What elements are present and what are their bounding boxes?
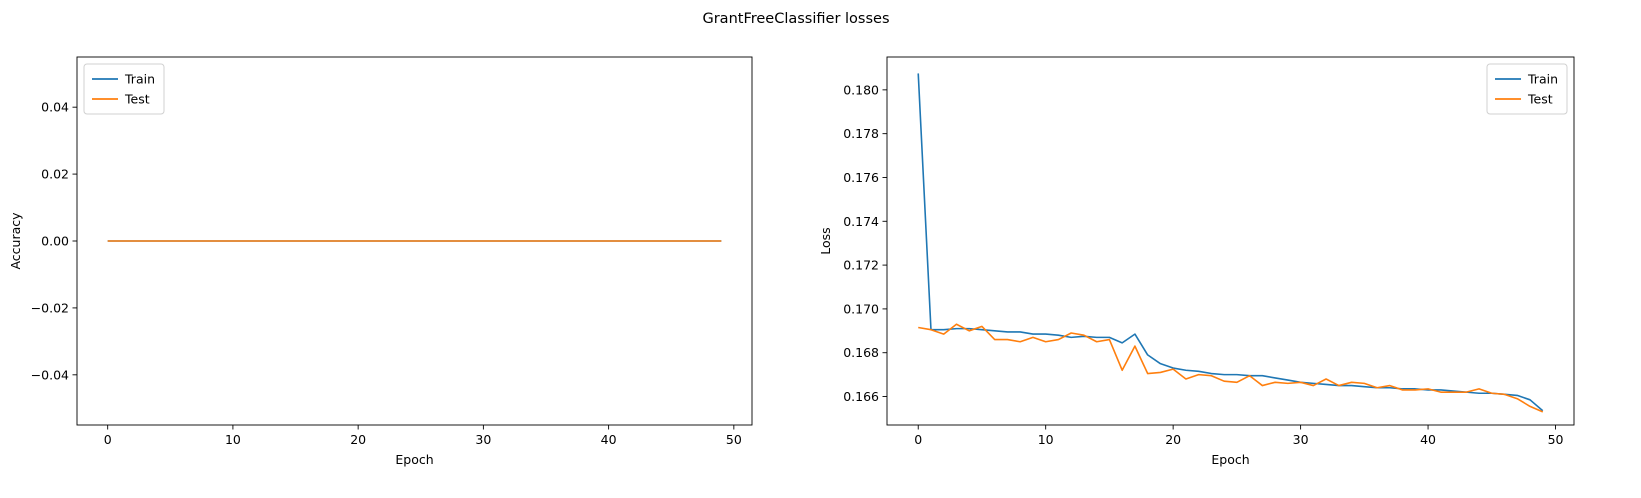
loss-x-tick-label: 0 [914, 432, 922, 447]
accuracy-legend-label-test: Test [124, 92, 150, 107]
loss-y-tick-label: 0.168 [843, 345, 879, 360]
loss-series-test-line [918, 323, 1544, 413]
loss-series-train-line [917, 73, 1544, 412]
accuracy-legend-box [83, 63, 165, 115]
accuracy-y-tick-label: −0.02 [31, 300, 69, 315]
loss-y-axis-label: Loss [818, 227, 833, 254]
accuracy-x-axis-label: Epoch [395, 452, 433, 467]
accuracy-x-tick-label: 30 [475, 432, 491, 447]
accuracy-legend: Train Test [83, 63, 165, 115]
accuracy-x-tick-label: 50 [726, 432, 742, 447]
accuracy-x-tick-label: 0 [104, 432, 112, 447]
loss-x-axis-label: Epoch [1211, 452, 1249, 467]
loss-y-tick-label: 0.180 [843, 82, 879, 97]
loss-axes-frame [886, 56, 1575, 426]
accuracy-subplot: 0 10 20 30 40 50 −0.04 −0.02 0.00 0.02 0.04 Epoch Ac… [8, 56, 753, 467]
loss-y-tick-label: 0.174 [843, 214, 879, 229]
loss-y-tick-label: 0.176 [843, 170, 879, 185]
loss-x-tick-label: 40 [1420, 432, 1436, 447]
accuracy-x-tick-label: 10 [225, 432, 241, 447]
accuracy-legend-label-train: Train [124, 72, 155, 87]
loss-subplot: 0 10 20 30 40 50 0.166 0.168 0.170 0.172 0.174 0.17… [818, 56, 1575, 467]
accuracy-x-tick-label: 20 [350, 432, 366, 447]
loss-y-tick-label: 0.172 [843, 258, 879, 273]
accuracy-y-axis-label: Accuracy [8, 212, 23, 270]
loss-legend-box [1486, 63, 1568, 115]
loss-x-tick-label: 20 [1165, 432, 1181, 447]
loss-legend: Train Test [1486, 63, 1568, 115]
loss-x-tick-label: 10 [1038, 432, 1054, 447]
accuracy-x-tick-label: 40 [601, 432, 617, 447]
loss-y-tick-label: 0.170 [843, 301, 879, 316]
figure-suptitle: GrantFreeClassifier losses [702, 11, 889, 27]
accuracy-y-tick-label: −0.04 [31, 367, 69, 382]
accuracy-y-tick-label: 0.00 [41, 234, 69, 249]
loss-y-tick-label: 0.166 [843, 389, 879, 404]
loss-x-tick-label: 50 [1548, 432, 1564, 447]
loss-y-tick-label: 0.178 [843, 126, 879, 141]
accuracy-y-tick-label: 0.04 [41, 100, 69, 115]
loss-x-tick-label: 30 [1293, 432, 1309, 447]
loss-legend-label-train: Train [1527, 72, 1558, 87]
accuracy-y-tick-label: 0.02 [41, 167, 69, 182]
loss-legend-label-test: Test [1527, 92, 1553, 107]
